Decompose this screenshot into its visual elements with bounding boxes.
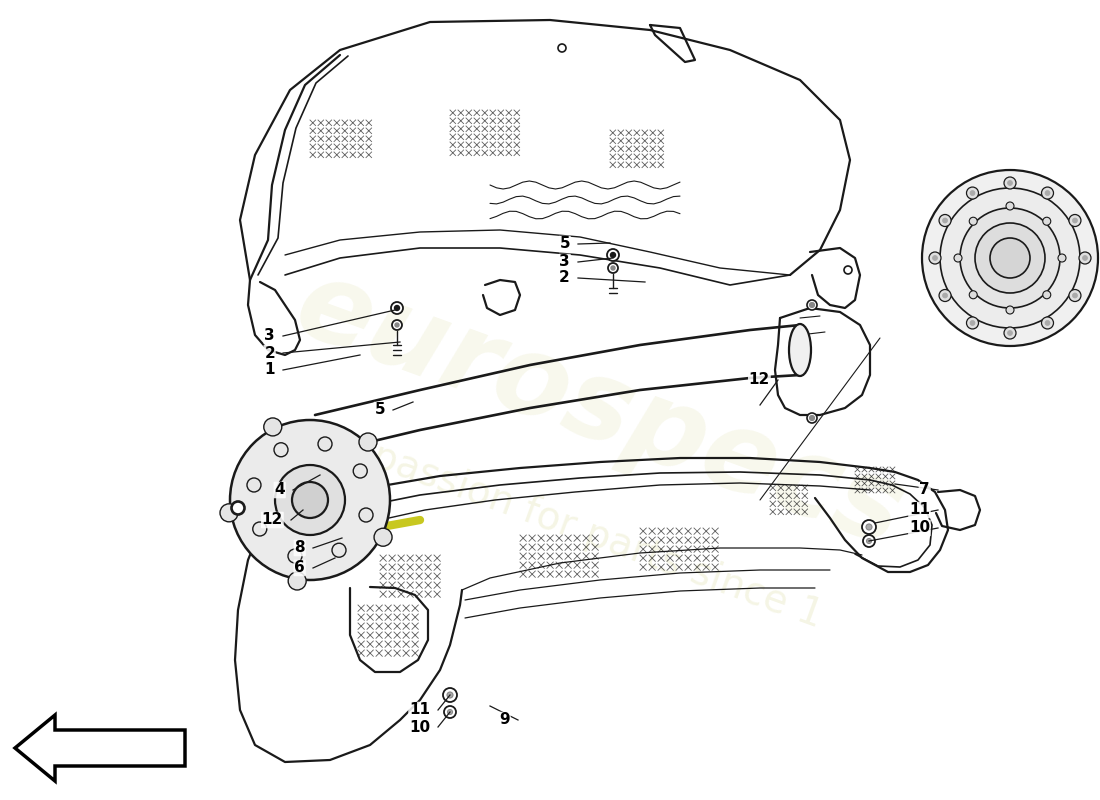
Text: 6: 6 [295, 561, 305, 575]
Circle shape [1082, 255, 1088, 261]
Text: 4: 4 [274, 482, 285, 498]
Circle shape [1072, 293, 1078, 298]
Circle shape [970, 190, 975, 195]
Circle shape [864, 535, 874, 547]
Text: 10: 10 [409, 719, 430, 734]
Circle shape [969, 218, 977, 226]
Circle shape [292, 482, 328, 518]
Circle shape [970, 321, 975, 326]
Circle shape [922, 170, 1098, 346]
Circle shape [943, 218, 947, 223]
Circle shape [1004, 177, 1016, 189]
Circle shape [1042, 317, 1054, 329]
Circle shape [353, 464, 367, 478]
Circle shape [975, 223, 1045, 293]
Circle shape [810, 416, 814, 420]
Circle shape [230, 420, 390, 580]
Circle shape [960, 208, 1060, 308]
Text: eurospecs: eurospecs [282, 250, 918, 570]
Circle shape [969, 290, 977, 298]
Circle shape [607, 249, 619, 261]
Text: 3: 3 [560, 254, 570, 270]
Circle shape [248, 478, 261, 492]
Circle shape [264, 418, 282, 436]
Circle shape [610, 266, 615, 270]
Circle shape [1008, 181, 1012, 186]
Circle shape [1045, 190, 1050, 195]
Text: 2: 2 [264, 346, 275, 361]
Circle shape [1045, 321, 1050, 326]
Circle shape [274, 442, 288, 457]
Circle shape [1058, 254, 1066, 262]
Circle shape [253, 522, 267, 536]
Text: 12: 12 [262, 513, 283, 527]
Circle shape [390, 302, 403, 314]
Circle shape [844, 266, 852, 274]
Circle shape [930, 252, 940, 264]
Circle shape [1043, 290, 1050, 298]
Circle shape [558, 44, 566, 52]
Circle shape [288, 572, 306, 590]
Circle shape [318, 437, 332, 451]
Circle shape [231, 501, 245, 515]
Text: 8: 8 [295, 541, 305, 555]
Circle shape [1072, 218, 1078, 223]
Circle shape [288, 549, 302, 563]
Circle shape [862, 520, 876, 534]
Circle shape [359, 508, 373, 522]
Text: 5: 5 [560, 237, 570, 251]
Circle shape [1079, 252, 1091, 264]
Circle shape [933, 255, 937, 261]
Circle shape [448, 710, 452, 714]
Text: 11: 11 [909, 502, 929, 518]
Circle shape [232, 502, 244, 514]
Circle shape [392, 320, 402, 330]
Circle shape [940, 188, 1080, 328]
Text: 5: 5 [374, 402, 385, 418]
Circle shape [359, 433, 377, 451]
Text: 11: 11 [409, 702, 430, 718]
Circle shape [395, 306, 399, 310]
Circle shape [967, 187, 979, 199]
Polygon shape [15, 715, 185, 781]
Circle shape [1008, 330, 1012, 335]
Circle shape [608, 263, 618, 273]
Circle shape [332, 543, 346, 558]
Circle shape [1006, 306, 1014, 314]
Text: 10: 10 [909, 521, 929, 535]
Circle shape [1004, 327, 1016, 339]
Circle shape [867, 538, 871, 543]
Circle shape [1043, 218, 1050, 226]
Circle shape [395, 323, 399, 327]
Text: 1: 1 [264, 362, 275, 378]
Text: 2: 2 [559, 270, 570, 286]
Text: 3: 3 [264, 329, 275, 343]
Circle shape [866, 524, 872, 530]
Circle shape [275, 465, 345, 535]
Circle shape [444, 706, 456, 718]
Circle shape [1069, 290, 1081, 302]
Circle shape [443, 688, 456, 702]
Circle shape [374, 528, 392, 546]
Circle shape [220, 504, 238, 522]
Circle shape [810, 303, 814, 307]
Text: 7: 7 [920, 482, 929, 498]
Circle shape [939, 214, 952, 226]
Circle shape [943, 293, 947, 298]
Text: 9: 9 [499, 713, 510, 727]
Circle shape [1006, 202, 1014, 210]
Circle shape [967, 317, 979, 329]
Circle shape [807, 413, 817, 423]
Circle shape [939, 290, 952, 302]
Circle shape [1042, 187, 1054, 199]
Circle shape [447, 692, 453, 698]
Circle shape [1069, 214, 1081, 226]
Circle shape [807, 300, 817, 310]
Circle shape [954, 254, 962, 262]
Ellipse shape [789, 324, 811, 376]
Text: 12: 12 [749, 373, 770, 387]
Text: a passion for parts since 1: a passion for parts since 1 [332, 425, 827, 635]
Circle shape [990, 238, 1030, 278]
Circle shape [610, 253, 616, 258]
